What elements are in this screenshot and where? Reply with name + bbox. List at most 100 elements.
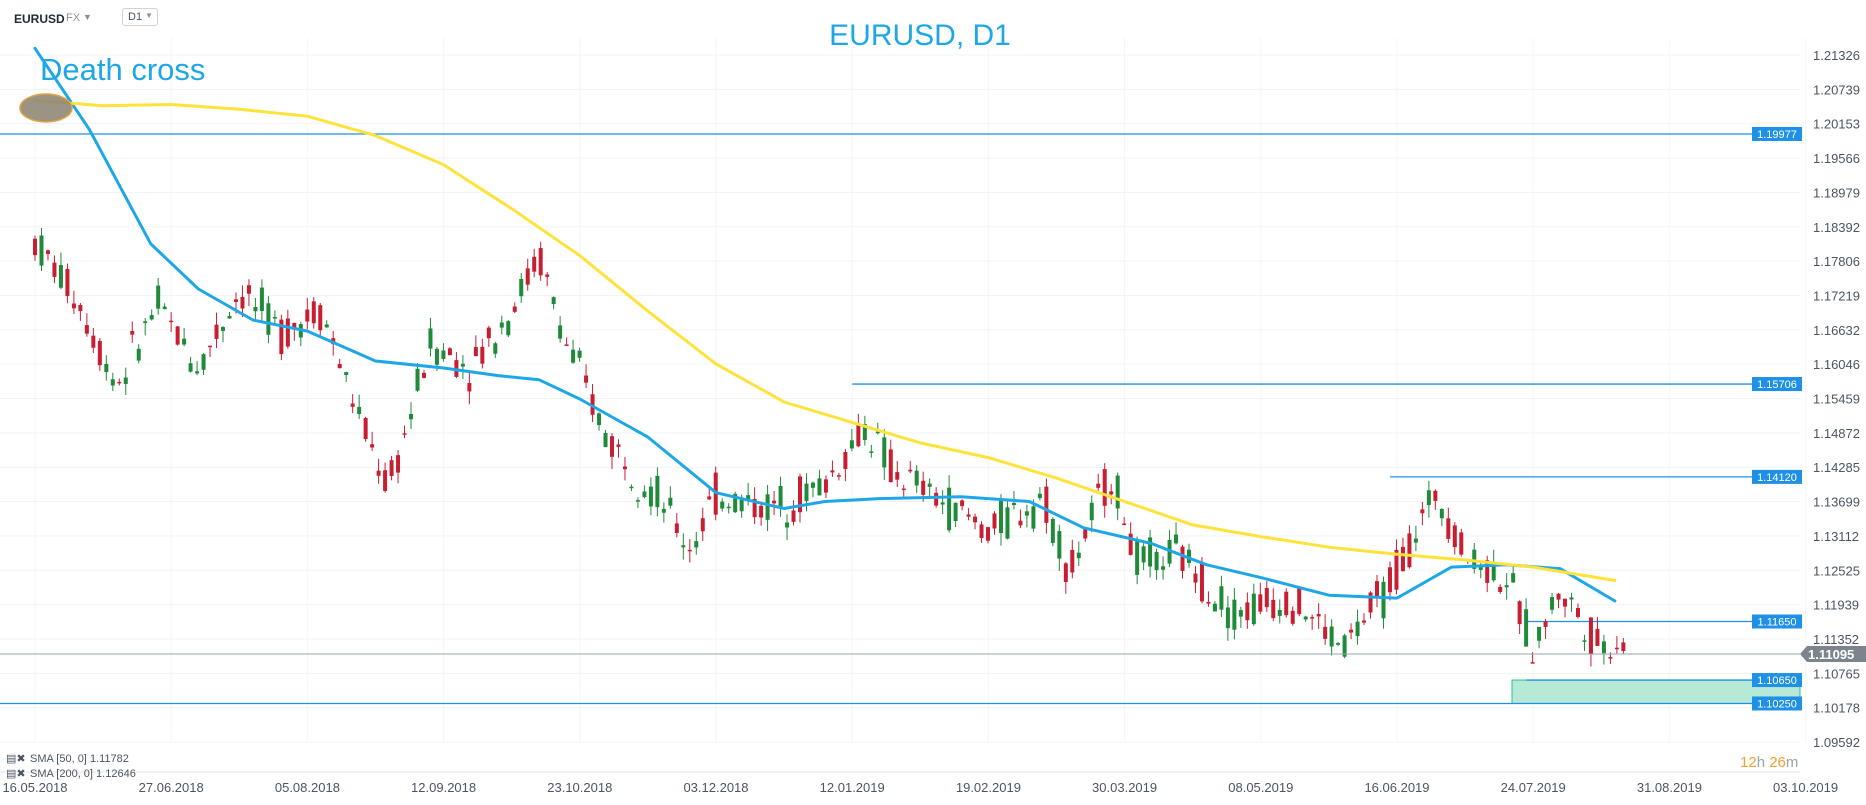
candle-body	[1504, 585, 1509, 588]
candle-body	[285, 318, 290, 347]
candle-body	[1517, 601, 1522, 625]
candle-body	[1024, 511, 1029, 516]
candle-body	[1206, 601, 1211, 604]
level-tag	[1752, 126, 1802, 141]
candle-body	[901, 488, 906, 491]
x-tick-label: 08.05.2019	[1228, 780, 1293, 795]
candle-body	[869, 451, 874, 453]
candle-body	[1588, 617, 1593, 654]
candle-body	[973, 516, 978, 523]
candle-body	[376, 470, 381, 476]
timeframe-select[interactable]: D1 ▼	[122, 8, 158, 26]
candle-body	[752, 498, 757, 518]
legend-icon[interactable]: ▤✖	[6, 753, 26, 765]
candle-body	[1446, 518, 1451, 539]
candle-body	[934, 492, 939, 506]
candle-body	[1277, 609, 1282, 616]
candle-body	[441, 350, 446, 359]
candle-body	[1362, 620, 1367, 623]
candle-body	[1439, 508, 1444, 519]
candle-body	[1102, 469, 1107, 506]
candle-body	[460, 363, 465, 367]
candle-body	[940, 502, 945, 505]
candle-body	[104, 363, 109, 373]
symbol-label[interactable]: EURUSD	[14, 12, 65, 26]
candle-body	[1485, 560, 1490, 583]
y-tick-label: 1.17806	[1813, 254, 1860, 269]
candle-body	[817, 478, 822, 496]
candle-body	[947, 487, 952, 531]
market-selector[interactable]: FX	[66, 12, 81, 24]
candle-body	[52, 262, 57, 277]
candle-body	[960, 500, 965, 507]
y-tick-label: 1.13112	[1813, 529, 1859, 544]
y-tick-label: 1.10178	[1813, 701, 1860, 716]
candle-body	[169, 320, 174, 323]
y-tick-label: 1.19566	[1813, 151, 1860, 166]
y-tick-label: 1.21326	[1813, 48, 1860, 63]
x-axis: 16.05.2018 27.06.2018 05.08.2018 12.09.2018…	[2, 780, 1838, 795]
candle-body	[480, 346, 485, 364]
chart-title: EURUSD, D1	[829, 19, 1011, 52]
candle-body	[493, 343, 498, 354]
chart-toolbar: EURUSD FX ▼ D1 ▼	[0, 0, 300, 38]
y-tick-label: 1.16632	[1813, 323, 1860, 338]
candle-body	[266, 303, 271, 335]
candle-body	[182, 338, 187, 345]
candle-body	[447, 348, 452, 356]
level-tag	[1752, 377, 1802, 392]
candle-body	[1413, 538, 1418, 543]
timeframe-value: D1	[128, 11, 143, 23]
candle-body	[428, 328, 433, 349]
x-tick-label: 31.08.2019	[1637, 780, 1702, 795]
candle-body	[421, 372, 426, 378]
candle-body	[804, 483, 809, 501]
candle-body	[78, 304, 83, 311]
candle-body	[1303, 616, 1308, 620]
y-tick-label: 1.14872	[1813, 426, 1860, 441]
legend-icon[interactable]: ▤✖	[6, 768, 26, 780]
y-tick-label: 1.16046	[1813, 357, 1860, 372]
candle-body	[642, 491, 647, 498]
candle-body	[1582, 640, 1587, 642]
candle-body	[1407, 533, 1412, 568]
y-tick-label: 1.11352	[1813, 632, 1859, 647]
candle-body	[1096, 483, 1101, 488]
candle-body	[246, 285, 251, 294]
level-tag-label: 1.19977	[1757, 129, 1797, 141]
candle-body	[635, 500, 640, 502]
x-tick-label: 30.03.2019	[1092, 780, 1157, 795]
candle-body	[91, 335, 96, 348]
candle-body	[350, 403, 355, 407]
candle-body	[1614, 647, 1619, 650]
candle-body	[1498, 586, 1503, 592]
candle-body	[1264, 587, 1269, 608]
x-tick-label: 16.06.2019	[1364, 780, 1429, 795]
candle-body	[1537, 626, 1542, 641]
y-tick-label: 1.18392	[1813, 220, 1860, 235]
candle-body	[998, 500, 1003, 533]
candle-body	[506, 321, 511, 336]
candle-body	[227, 315, 232, 319]
candle-body	[486, 327, 491, 339]
candle-body	[1355, 621, 1360, 637]
candle-body	[681, 545, 686, 548]
candle-body	[577, 350, 582, 358]
candle-body	[1420, 509, 1425, 514]
candle-body	[1258, 594, 1263, 612]
candle-body	[545, 274, 550, 277]
candle-body	[65, 268, 70, 297]
candle-body	[862, 424, 867, 441]
y-tick-label: 1.13699	[1813, 495, 1860, 510]
chevron-down-icon[interactable]: ▼	[83, 12, 92, 22]
level-tag	[1752, 673, 1802, 688]
candle-body	[694, 541, 699, 548]
candle-body	[1148, 537, 1153, 567]
candle-body	[45, 250, 50, 254]
candle-body	[908, 469, 913, 472]
candle-body	[953, 502, 958, 522]
candle-body	[914, 470, 919, 486]
level-tag-label: 1.11650	[1758, 617, 1797, 629]
candle-body	[162, 306, 167, 310]
